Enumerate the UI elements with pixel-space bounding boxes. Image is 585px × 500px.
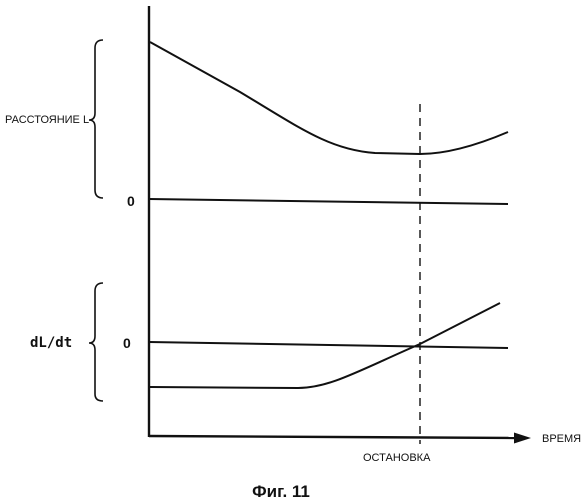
derivative-zero-label: 0 <box>123 335 131 351</box>
time-axis-label: ВРЕМЯ <box>542 433 581 445</box>
distance-brace <box>89 40 103 198</box>
distance-zero-line <box>149 199 508 204</box>
stop-label: ОСТАНОВКА <box>363 452 431 464</box>
derivative-label: dL/dt <box>30 335 72 351</box>
distance-curve <box>150 42 508 154</box>
derivative-brace <box>89 283 103 401</box>
derivative-zero-line <box>149 342 508 348</box>
distance-zero-label: 0 <box>127 193 135 209</box>
figure-caption: Фиг. 11 <box>252 482 310 500</box>
distance-label: РАССТОЯНИЕ L <box>5 114 89 126</box>
time-axis <box>149 436 520 438</box>
time-axis-arrowhead <box>514 433 531 444</box>
